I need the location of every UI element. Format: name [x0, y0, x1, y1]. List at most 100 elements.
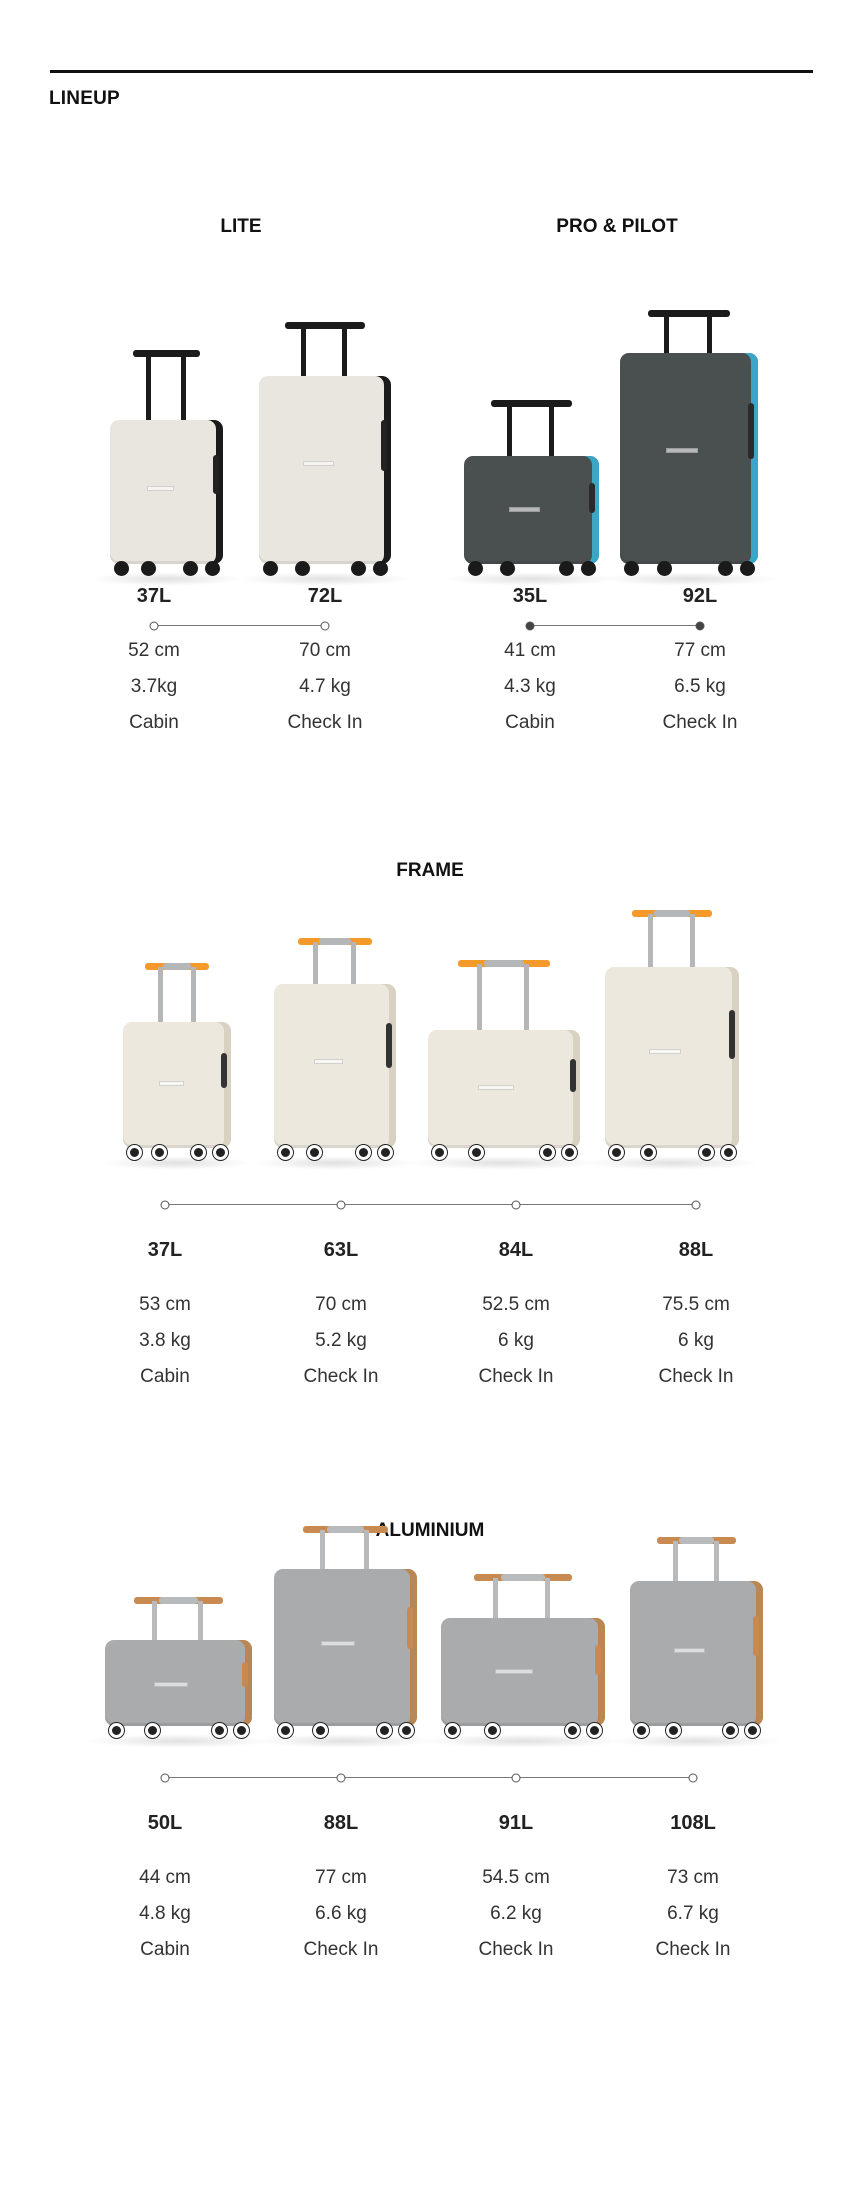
- model-height: 41 cm: [504, 640, 556, 661]
- side-grip: [221, 1052, 227, 1088]
- timeline-marker: [511, 1773, 521, 1782]
- wheel: [351, 561, 366, 576]
- side-grip: [570, 1059, 576, 1093]
- model-type: Cabin: [505, 712, 555, 733]
- top-divider: [50, 70, 813, 73]
- suitcase-shadow: [239, 572, 411, 586]
- handle-post: [647, 914, 653, 967]
- brand-plate: [478, 1085, 514, 1091]
- model-spec: 92L 77 cm 6.5 kg Check In: [620, 585, 780, 741]
- wheel: [294, 561, 310, 576]
- side-grip: [386, 1023, 392, 1068]
- spacer: [613, 1838, 773, 1860]
- side-grip: [748, 402, 754, 459]
- wheel: [723, 1723, 738, 1738]
- side-grip: [242, 1662, 248, 1687]
- wheel: [114, 561, 129, 576]
- suitcase-image: [408, 960, 600, 1170]
- handle-post: [544, 1578, 550, 1618]
- handle-post: [493, 1578, 499, 1618]
- suitcase-image: [90, 350, 243, 586]
- model-height: 53 cm: [139, 1294, 191, 1315]
- model-height: 52 cm: [128, 640, 180, 661]
- wheel: [144, 1723, 160, 1738]
- wheel: [306, 1145, 322, 1160]
- suitcase-image: [585, 910, 759, 1170]
- wheel: [500, 561, 516, 576]
- suitcase-body: [620, 353, 758, 564]
- wheel: [559, 561, 574, 576]
- suitcase-shadow: [85, 1734, 272, 1748]
- timeline-line: [530, 625, 700, 626]
- handle-post: [549, 404, 555, 456]
- model-type: Cabin: [140, 1366, 190, 1387]
- suitcase-image: [600, 310, 778, 586]
- wheel: [127, 1145, 142, 1160]
- wheel: [699, 1145, 714, 1160]
- suitcase-shadow: [585, 1156, 759, 1170]
- handle-post: [319, 1530, 325, 1569]
- handle-post: [301, 326, 307, 376]
- handle-post: [181, 354, 187, 420]
- wheel: [740, 561, 755, 576]
- model-type: Check In: [303, 1366, 379, 1387]
- model-spec: 35L 41 cm 4.3 kg Cabin: [450, 585, 610, 741]
- model-height: 77 cm: [315, 1867, 367, 1888]
- spacer: [74, 611, 234, 633]
- model-type: Check In: [478, 1939, 554, 1960]
- section-title: LITE: [220, 216, 262, 237]
- model-height: 44 cm: [139, 1867, 191, 1888]
- wheel: [445, 1723, 460, 1738]
- brand-plate: [302, 460, 334, 466]
- wheel: [109, 1723, 124, 1738]
- wheel: [183, 561, 198, 576]
- spacer: [620, 611, 780, 633]
- wheel: [657, 561, 673, 576]
- timeline-marker: [695, 621, 705, 630]
- model-volume: 92L: [682, 585, 718, 607]
- section-title: PRO & PILOT: [556, 216, 678, 237]
- handle-center: [678, 1537, 715, 1544]
- model-weight: 3.8 kg: [139, 1330, 191, 1351]
- model-volume: 88L: [323, 1812, 359, 1834]
- suitcase-shadow: [610, 1734, 783, 1748]
- wheel: [468, 561, 483, 576]
- brand-plate: [495, 1669, 534, 1675]
- section-title: FRAME: [396, 860, 464, 881]
- handle-post: [714, 1541, 720, 1581]
- suitcase-shadow: [254, 1734, 437, 1748]
- suitcase-shadow: [444, 572, 619, 586]
- side-grip: [407, 1606, 413, 1650]
- handle-post: [146, 354, 152, 420]
- wheel: [312, 1723, 328, 1738]
- model-weight: 6.2 kg: [490, 1903, 542, 1924]
- handle-center: [162, 963, 192, 970]
- timeline-line: [165, 1204, 696, 1205]
- handle-center: [318, 938, 352, 945]
- model-type: Check In: [655, 1939, 731, 1960]
- handle-center: [326, 1526, 365, 1533]
- suitcase-shadow: [90, 572, 243, 586]
- suitcase-image: [421, 1574, 625, 1748]
- wheel: [399, 1723, 414, 1738]
- wheel: [609, 1145, 624, 1160]
- model-spec: 108L 73 cm 6.7 kg Check In: [613, 1812, 773, 1968]
- timeline-marker: [691, 1200, 701, 1209]
- page-title: LINEUP: [49, 88, 120, 109]
- timeline-marker: [336, 1200, 346, 1209]
- model-height: 73 cm: [667, 1867, 719, 1888]
- suitcase-image: [239, 322, 411, 586]
- suitcase-body: [274, 1569, 417, 1726]
- timeline-line: [165, 1777, 693, 1778]
- handle-post: [707, 314, 713, 353]
- handle-center: [654, 910, 690, 917]
- wheel: [377, 1723, 392, 1738]
- model-type: Check In: [287, 712, 363, 733]
- wheel: [263, 561, 278, 576]
- wheel: [140, 561, 156, 576]
- model-height: 70 cm: [315, 1294, 367, 1315]
- spacer: [436, 1265, 596, 1287]
- handle-post: [157, 967, 163, 1022]
- model-weight: 6 kg: [498, 1330, 534, 1351]
